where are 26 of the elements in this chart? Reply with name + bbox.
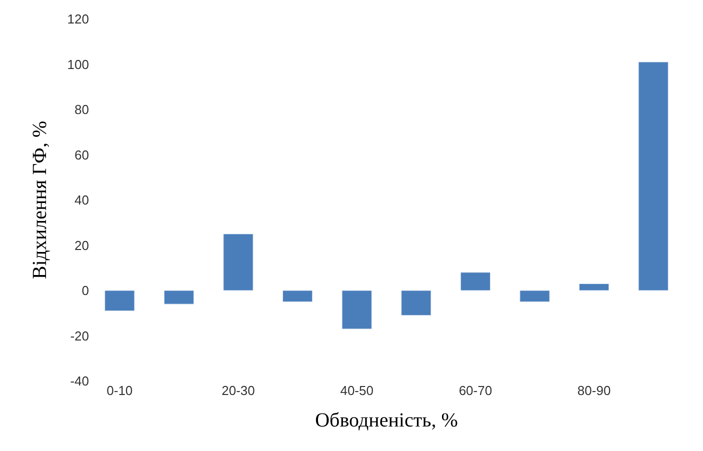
y-tick-label: 0 [82, 283, 89, 298]
bar [223, 234, 254, 291]
bar [342, 290, 372, 330]
bar [578, 283, 610, 291]
bar [164, 290, 194, 304]
y-tick-label: 100 [67, 56, 89, 72]
x-tick-label: 60-70 [458, 383, 492, 398]
y-axis-title: Відхилення ГФ, % [28, 120, 51, 280]
y-tick-label: 120 [67, 12, 89, 27]
bar [282, 290, 313, 302]
y-tick-label: -40 [70, 374, 89, 389]
x-tick-label: 0-10 [106, 383, 133, 398]
y-tick-label: 80 [74, 102, 89, 118]
x-tick-label: 20-30 [222, 383, 255, 398]
bar [401, 290, 432, 316]
y-tick-label: 60 [74, 147, 89, 162]
x-tick-label: 80-90 [577, 383, 611, 398]
y-tick-label: -20 [70, 328, 89, 344]
bar [104, 290, 135, 312]
y-tick-label: 40 [74, 192, 89, 208]
x-tick-label: 40-50 [340, 383, 374, 398]
y-tick-label: 20 [74, 238, 89, 253]
bar [638, 62, 668, 291]
x-axis-title: Обводненість, % [315, 410, 458, 432]
bar [520, 290, 550, 302]
bar [460, 272, 491, 291]
